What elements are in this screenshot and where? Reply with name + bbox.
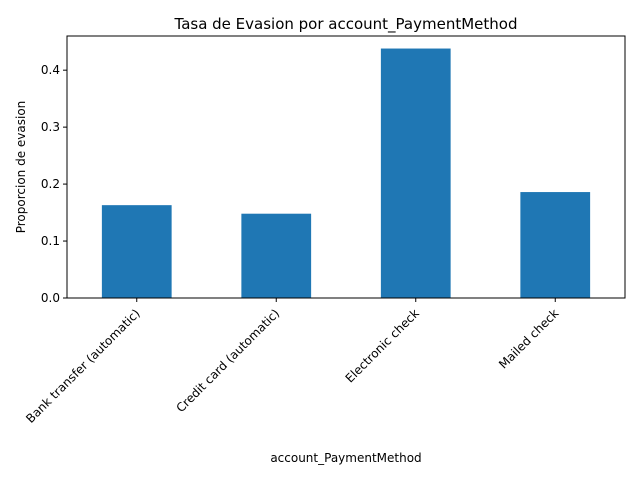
x-tick-label-3: Mailed check	[496, 306, 561, 371]
bar-1	[241, 213, 312, 298]
plot-frame	[66, 35, 626, 299]
x-tick-label-2: Electronic check	[343, 306, 422, 385]
bar-2	[380, 48, 451, 299]
y-axis-label: Proporcion de evasion	[14, 101, 28, 234]
chart-title: Tasa de Evasion por account_PaymentMetho…	[174, 15, 518, 34]
x-tick-label-0: Bank transfer (automatic)	[23, 306, 143, 426]
bar-3	[520, 192, 591, 298]
y-tick-label-3: 0.3	[41, 120, 60, 134]
x-axis-label: account_PaymentMethod	[270, 451, 421, 465]
y-tick-label-1: 0.1	[41, 234, 60, 248]
y-tick-label-0: 0.0	[41, 291, 60, 305]
y-tick-label-4: 0.4	[41, 63, 60, 77]
x-tick-label-1: Credit card (automatic)	[173, 306, 282, 415]
y-tick-label-2: 0.2	[41, 177, 60, 191]
bar-0	[101, 205, 172, 298]
